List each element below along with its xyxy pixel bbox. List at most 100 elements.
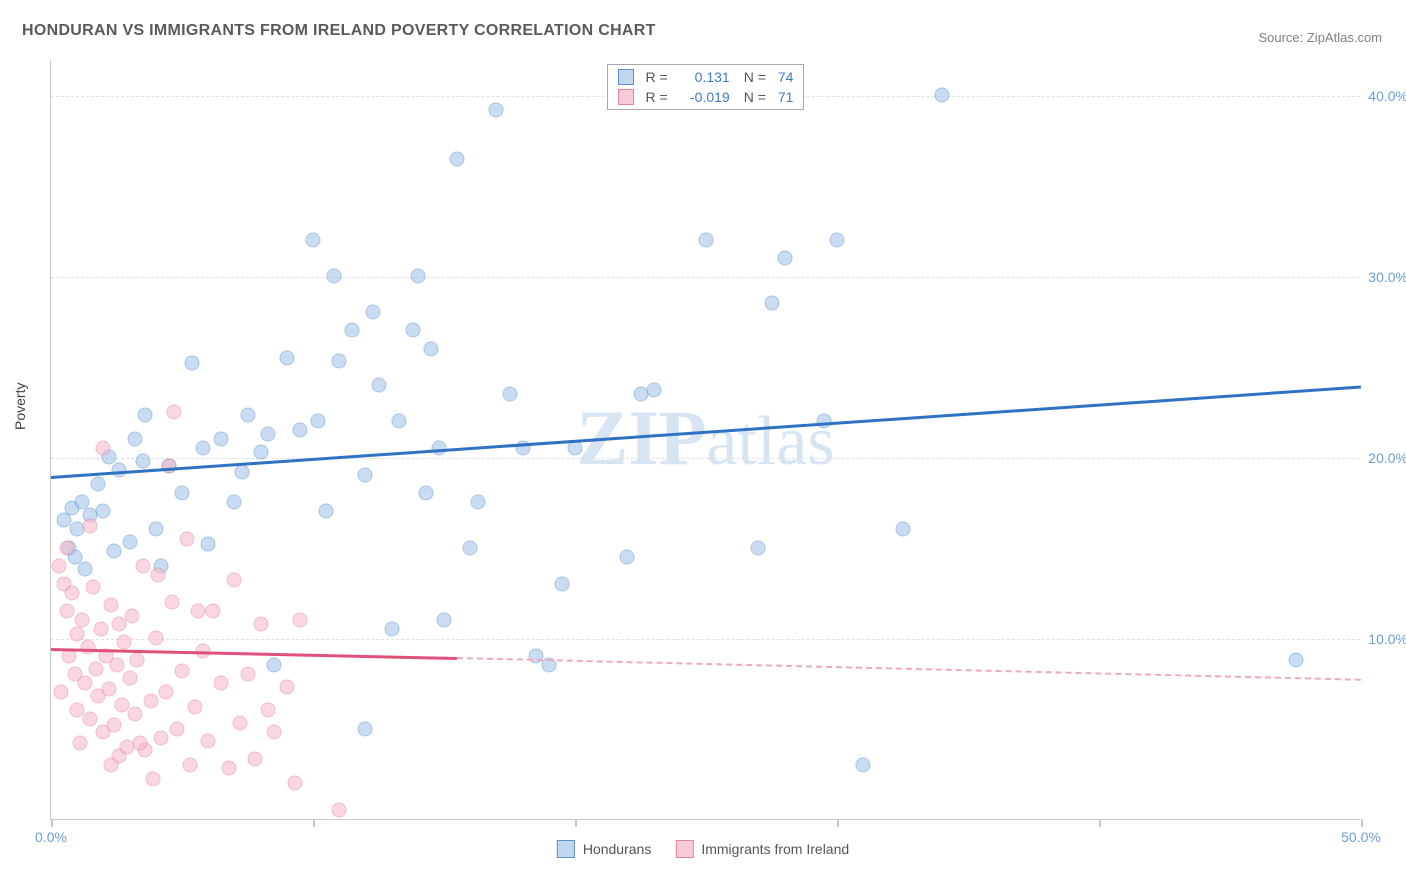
scatter-marker: [80, 640, 95, 655]
scatter-marker: [51, 558, 66, 573]
scatter-marker: [182, 757, 197, 772]
scatter-marker: [418, 486, 433, 501]
scatter-marker: [59, 540, 74, 555]
scatter-marker: [311, 413, 326, 428]
scatter-marker: [169, 721, 184, 736]
scatter-marker: [133, 736, 148, 751]
scatter-marker: [895, 522, 910, 537]
scatter-marker: [227, 573, 242, 588]
scatter-marker: [699, 232, 714, 247]
legend-swatch-icon: [618, 89, 634, 105]
scatter-marker: [91, 477, 106, 492]
scatter-marker: [751, 540, 766, 555]
scatter-marker: [856, 757, 871, 772]
scatter-marker: [463, 540, 478, 555]
n-value: 71: [778, 89, 794, 105]
scatter-marker: [489, 102, 504, 117]
scatter-marker: [326, 269, 341, 284]
scatter-marker: [127, 432, 142, 447]
scatter-marker: [646, 383, 661, 398]
scatter-marker: [70, 627, 85, 642]
x-tick: [1099, 819, 1101, 827]
r-value: -0.019: [674, 89, 730, 105]
n-label: N =: [744, 89, 766, 105]
scatter-marker: [830, 232, 845, 247]
scatter-marker: [384, 622, 399, 637]
r-label: R =: [646, 89, 668, 105]
scatter-marker: [502, 386, 517, 401]
scatter-marker: [332, 354, 347, 369]
scatter-marker: [358, 721, 373, 736]
scatter-marker: [240, 667, 255, 682]
trend-line: [51, 386, 1361, 479]
scatter-marker: [201, 536, 216, 551]
scatter-marker: [222, 761, 237, 776]
scatter-marker: [410, 269, 425, 284]
scatter-marker: [777, 251, 792, 266]
scatter-marker: [135, 558, 150, 573]
scatter-marker: [279, 350, 294, 365]
scatter-marker: [151, 567, 166, 582]
scatter-marker: [117, 634, 132, 649]
scatter-marker: [319, 504, 334, 519]
scatter-marker: [620, 549, 635, 564]
scatter-marker: [366, 305, 381, 320]
legend-series-name: Immigrants from Ireland: [701, 841, 849, 857]
scatter-marker: [148, 631, 163, 646]
stats-legend: R = 0.131 N = 74 R = -0.019 N = 71: [607, 64, 805, 110]
scatter-marker: [437, 612, 452, 627]
scatter-marker: [235, 464, 250, 479]
scatter-marker: [130, 652, 145, 667]
scatter-marker: [201, 734, 216, 749]
chart-title: HONDURAN VS IMMIGRANTS FROM IRELAND POVE…: [22, 22, 656, 40]
scatter-marker: [358, 468, 373, 483]
scatter-marker: [72, 736, 87, 751]
scatter-marker: [112, 462, 127, 477]
scatter-marker: [227, 495, 242, 510]
scatter-marker: [88, 661, 103, 676]
scatter-marker: [248, 752, 263, 767]
n-label: N =: [744, 69, 766, 85]
scatter-marker: [392, 413, 407, 428]
scatter-marker: [127, 707, 142, 722]
legend-item: Hondurans: [557, 840, 652, 858]
scatter-marker: [122, 535, 137, 550]
scatter-marker: [266, 658, 281, 673]
scatter-marker: [292, 612, 307, 627]
scatter-marker: [78, 562, 93, 577]
scatter-marker: [78, 676, 93, 691]
scatter-marker: [206, 603, 221, 618]
y-tick-label: 10.0%: [1368, 631, 1406, 647]
scatter-marker: [214, 676, 229, 691]
scatter-marker: [104, 598, 119, 613]
scatter-marker: [75, 612, 90, 627]
x-tick: [1361, 819, 1363, 827]
x-tick: [313, 819, 315, 827]
stats-legend-row: R = 0.131 N = 74: [608, 67, 804, 87]
n-value: 74: [778, 69, 794, 85]
scatter-marker: [101, 681, 116, 696]
scatter-marker: [159, 685, 174, 700]
scatter-marker: [190, 603, 205, 618]
plot-area: ZIPatlas R = 0.131N = 74R = -0.019N = 71…: [50, 60, 1360, 820]
x-tick-label: 50.0%: [1341, 829, 1381, 845]
scatter-marker: [405, 323, 420, 338]
scatter-marker: [83, 518, 98, 533]
scatter-marker: [253, 444, 268, 459]
trend-line: [457, 657, 1361, 681]
scatter-marker: [125, 609, 140, 624]
scatter-marker: [59, 603, 74, 618]
scatter-marker: [185, 356, 200, 371]
r-value: 0.131: [674, 69, 730, 85]
legend-item: Immigrants from Ireland: [675, 840, 849, 858]
scatter-marker: [934, 88, 949, 103]
r-label: R =: [646, 69, 668, 85]
y-tick-label: 20.0%: [1368, 450, 1406, 466]
scatter-marker: [64, 585, 79, 600]
scatter-marker: [306, 232, 321, 247]
scatter-marker: [96, 441, 111, 456]
scatter-marker: [371, 377, 386, 392]
scatter-marker: [261, 703, 276, 718]
scatter-marker: [106, 544, 121, 559]
scatter-marker: [112, 616, 127, 631]
